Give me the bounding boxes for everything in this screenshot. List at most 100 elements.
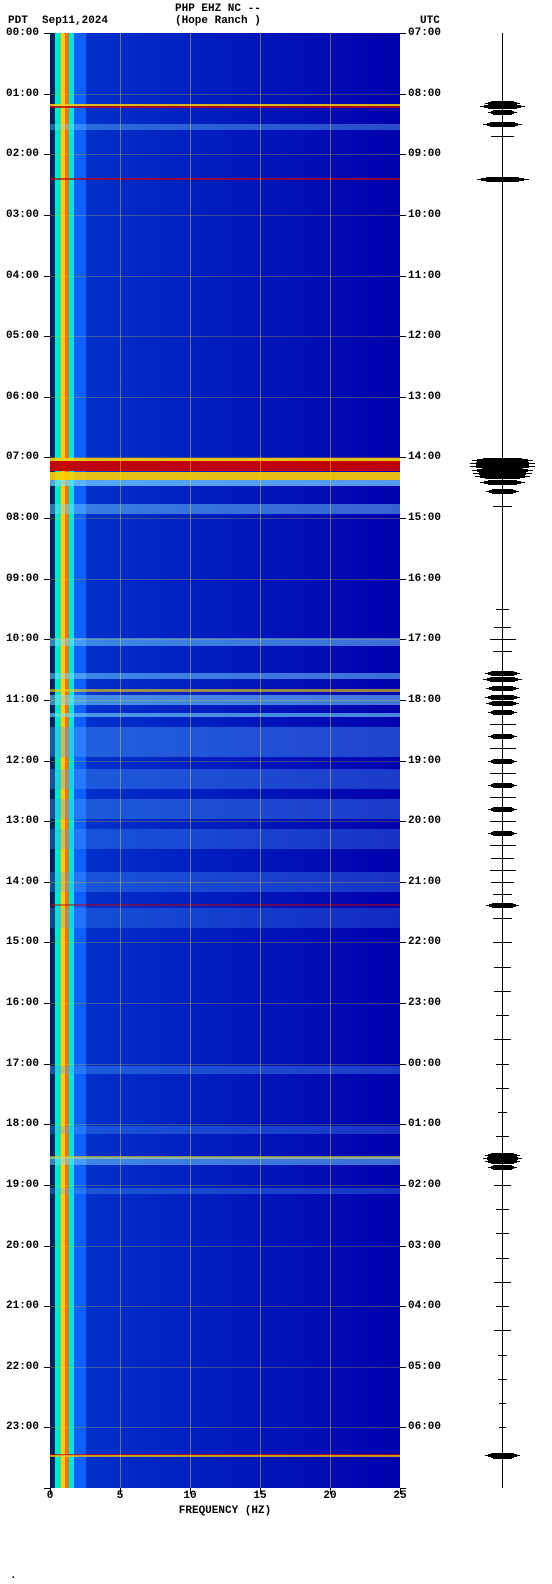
y-left-label: 10:00 — [6, 633, 39, 645]
gridline-horizontal — [50, 579, 400, 580]
y-tick-right — [400, 579, 406, 580]
seismogram-wiggle — [496, 1088, 509, 1089]
seismogram-wiggle — [493, 1169, 512, 1170]
right-tz: UTC — [420, 15, 440, 27]
y-right-label: 21:00 — [408, 876, 441, 888]
seismogram-wiggle — [493, 894, 513, 895]
y-tick-right — [400, 518, 406, 519]
gridline-horizontal — [50, 1185, 400, 1186]
y-right-label: 16:00 — [408, 573, 441, 585]
header: PDT Sep11,2024 PHP EHZ NC -- (Hope Ranch… — [0, 0, 552, 30]
y-left-label: 16:00 — [6, 997, 39, 1009]
seismogram-wiggle — [491, 882, 514, 883]
spectral-event — [50, 908, 400, 928]
seismogram-wiggle — [494, 967, 510, 968]
y-left-label: 05:00 — [6, 330, 39, 342]
seismogram-wiggle — [490, 639, 516, 640]
seismogram-wiggle — [493, 763, 512, 764]
y-tick-right — [400, 821, 406, 822]
y-tick-right — [400, 276, 406, 277]
spectral-event — [50, 769, 400, 789]
spectral-event — [50, 106, 400, 108]
seismogram-wiggle — [496, 1209, 509, 1210]
y-right-label: 12:00 — [408, 330, 441, 342]
seismogram-wiggle — [490, 724, 516, 725]
spectral-event — [50, 673, 400, 679]
y-tick-left — [44, 1427, 50, 1428]
spectral-event — [50, 472, 400, 480]
y-tick-right — [400, 882, 406, 883]
y-right-label: 04:00 — [408, 1300, 441, 1312]
seismogram-wiggle — [485, 478, 520, 479]
y-tick-right — [400, 1306, 406, 1307]
seismogram-wiggle — [491, 699, 514, 700]
station-line2: (Hope Ranch ) — [175, 15, 261, 27]
y-right-label: 17:00 — [408, 633, 441, 645]
y-tick-left — [44, 33, 50, 34]
y-left-label: 09:00 — [6, 573, 39, 585]
seismogram-wiggle — [490, 748, 516, 749]
seismogram-wiggle — [490, 681, 515, 682]
seismogram-wiggle — [487, 678, 519, 679]
y-tick-right — [400, 1003, 406, 1004]
spectral-event — [50, 713, 400, 717]
seismogram-wiggle — [490, 845, 516, 846]
gridline-horizontal — [50, 215, 400, 216]
y-tick-left — [44, 1185, 50, 1186]
y-right-label: 18:00 — [408, 694, 441, 706]
seismogram-wiggle — [490, 773, 516, 774]
y-right-label: 22:00 — [408, 936, 441, 948]
seismogram-wiggle — [491, 808, 515, 809]
y-tick-right — [400, 397, 406, 398]
y-left-label: 04:00 — [6, 270, 39, 282]
y-left-label: 07:00 — [6, 451, 39, 463]
seismogram-wiggle — [488, 108, 517, 109]
spectral-event — [50, 727, 400, 757]
seismogram-wiggle — [498, 1379, 508, 1380]
y-left-label: 01:00 — [6, 88, 39, 100]
gridline-horizontal — [50, 1124, 400, 1125]
spectral-event — [50, 689, 400, 692]
x-axis-title: FREQUENCY (HZ) — [50, 1505, 400, 1517]
y-right-label: 00:00 — [408, 1058, 441, 1070]
station-line1: PHP EHZ NC -- — [175, 3, 261, 15]
y-left-label: 18:00 — [6, 1118, 39, 1130]
y-tick-left — [44, 1306, 50, 1307]
spectral-event — [50, 799, 400, 819]
y-tick-left — [44, 336, 50, 337]
spectrogram-plot — [50, 33, 400, 1488]
seismogram-wiggle — [496, 1306, 509, 1307]
gridline-horizontal — [50, 761, 400, 762]
y-left-label: 17:00 — [6, 1058, 39, 1070]
seismogram-wiggle — [481, 178, 524, 179]
seismogram-wiggle — [487, 123, 519, 124]
y-tick-left — [44, 215, 50, 216]
y-left-label: 23:00 — [6, 1421, 39, 1433]
seismogram-wiggle — [488, 102, 517, 103]
x-tick — [50, 1488, 51, 1494]
y-right-label: 08:00 — [408, 88, 441, 100]
gridline-horizontal — [50, 518, 400, 519]
seismogram-wiggle — [491, 760, 515, 761]
seismogram-wiggle — [491, 858, 514, 859]
seismogram-wiggle — [489, 687, 516, 688]
y-tick-right — [400, 761, 406, 762]
y-right-label: 15:00 — [408, 512, 441, 524]
seismogram-wiggle — [493, 506, 513, 507]
y-tick-right — [400, 942, 406, 943]
y-right-label: 11:00 — [408, 270, 441, 282]
y-left-label: 06:00 — [6, 391, 39, 403]
seismogram-wiggle — [492, 493, 513, 494]
spectral-event — [50, 1126, 400, 1134]
seismogram-wiggle — [493, 1458, 513, 1459]
y-left-label: 21:00 — [6, 1300, 39, 1312]
seismogram-wiggle — [496, 1064, 509, 1065]
gridline-horizontal — [50, 1003, 400, 1004]
seismogram-wiggle — [493, 811, 512, 812]
y-tick-right — [400, 1064, 406, 1065]
y-axis-left-labels: 00:0001:0002:0003:0004:0005:0006:0007:00… — [6, 33, 46, 1488]
date: Sep11,2024 — [42, 15, 108, 27]
y-tick-right — [400, 1367, 406, 1368]
y-tick-right — [400, 215, 406, 216]
seismogram-wiggle — [498, 1112, 508, 1113]
